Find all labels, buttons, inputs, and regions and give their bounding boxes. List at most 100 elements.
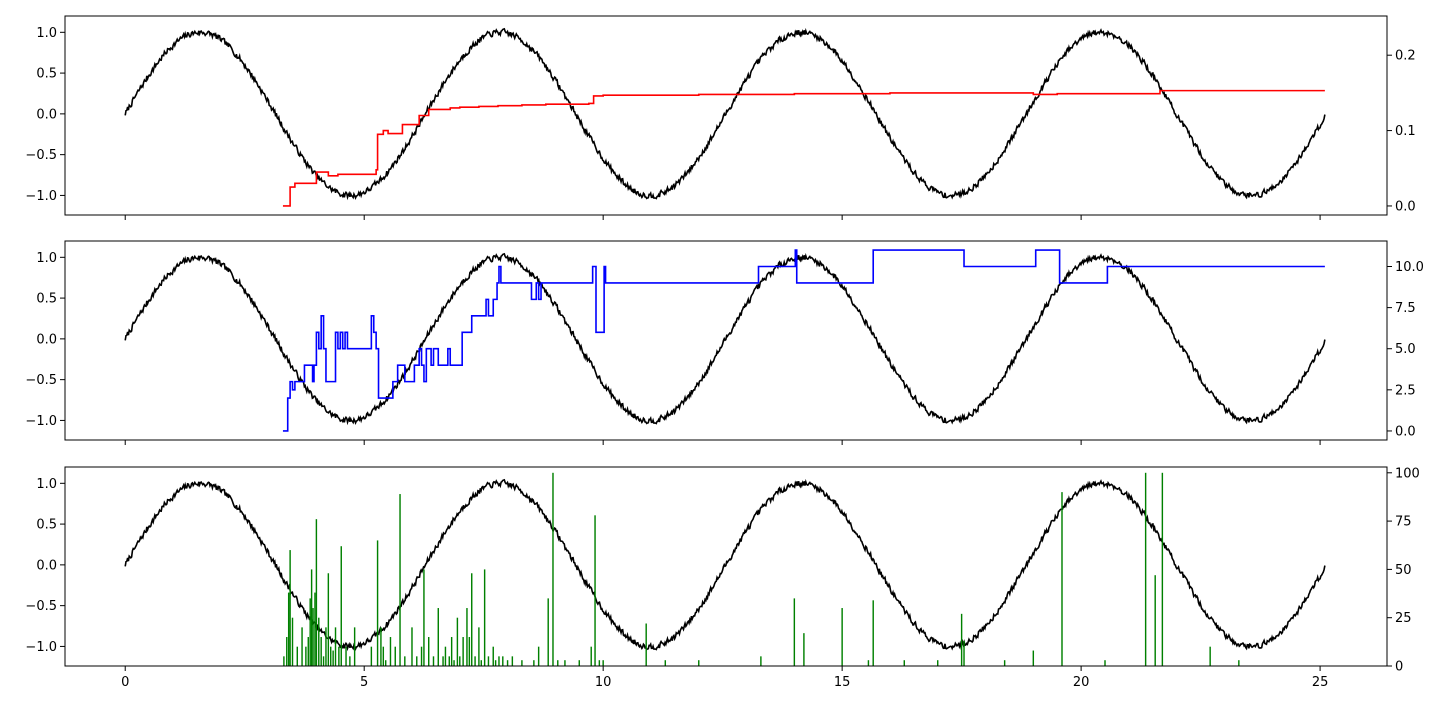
y-tick-label: −1.0 xyxy=(25,640,57,655)
y-tick-label: 0.0 xyxy=(36,332,57,347)
y2-tick-label: 100 xyxy=(1395,466,1420,481)
bar-72 xyxy=(578,660,580,666)
bar-16 xyxy=(322,656,325,666)
x-tick-label: 25 xyxy=(1312,675,1329,690)
plot-area xyxy=(124,27,1326,207)
bar-81 xyxy=(793,598,796,666)
bar-6 xyxy=(301,627,303,666)
bar-34 xyxy=(399,494,401,666)
bar-51 xyxy=(466,608,468,666)
y-tick-label: −0.5 xyxy=(25,373,57,388)
y-tick-label: 1.0 xyxy=(36,477,57,492)
bar-97 xyxy=(1209,646,1211,666)
x-tick-label: 10 xyxy=(595,675,612,690)
sine-signal-line xyxy=(124,252,1326,426)
y-tick-label: 0.5 xyxy=(36,67,57,82)
bar-45 xyxy=(448,656,450,666)
bar-44 xyxy=(444,646,447,666)
bar-41 xyxy=(432,656,435,666)
plot-area xyxy=(124,472,1326,666)
bar-28 xyxy=(376,540,379,666)
bar-0 xyxy=(283,656,285,666)
bar-30 xyxy=(382,646,385,666)
bar-91 xyxy=(1032,650,1035,666)
y-tick-label: 0.5 xyxy=(36,292,57,307)
bar-86 xyxy=(903,660,905,666)
bar-37 xyxy=(416,656,418,666)
y2-tick-label: 10.0 xyxy=(1395,260,1424,275)
y-tick-label: 1.0 xyxy=(36,26,57,41)
x-tick-label: 0 xyxy=(121,675,129,690)
bar-14 xyxy=(318,617,320,666)
panel-top: −1.0 −0.5 0.0 0.5 1.0 0.0 0.1 0.2 xyxy=(25,15,1416,220)
y-tick-label: 1.0 xyxy=(36,251,57,266)
bar-76 xyxy=(602,660,604,666)
bar-93 xyxy=(1104,660,1106,666)
bar-10 xyxy=(310,569,313,666)
bar-59 xyxy=(492,646,494,666)
step-series-line xyxy=(282,89,1325,207)
y2-tick-label: 5.0 xyxy=(1395,342,1416,357)
bar-69 xyxy=(552,472,554,666)
bar-25 xyxy=(349,656,351,666)
bar-24 xyxy=(345,646,347,666)
bar-5 xyxy=(296,646,298,666)
bar-83 xyxy=(841,608,843,666)
panel-middle: −1.0 −0.5 0.0 0.5 1.0 0.0 2.5 5.0 7.5 10.0 xyxy=(25,240,1424,445)
bar-63 xyxy=(506,660,509,666)
bar-26 xyxy=(353,627,356,666)
bar-42 xyxy=(437,608,439,666)
bar-33 xyxy=(394,646,396,666)
bar-35 xyxy=(404,656,406,666)
y2-tick-label: 75 xyxy=(1395,515,1412,530)
bar-19 xyxy=(330,646,332,666)
y-tick-label: −0.5 xyxy=(25,599,57,614)
bar-29 xyxy=(380,627,382,666)
bar-84 xyxy=(867,660,870,666)
bar-7 xyxy=(305,646,307,666)
bar-11 xyxy=(312,608,314,666)
bar-64 xyxy=(511,656,514,666)
y2-tick-label: 0.2 xyxy=(1395,49,1416,64)
bar-66 xyxy=(533,660,535,666)
y2-tick-label: 25 xyxy=(1395,611,1412,626)
y-tick-label: −1.0 xyxy=(25,414,57,429)
bar-38 xyxy=(420,646,423,666)
bar-55 xyxy=(478,627,480,666)
bar-62 xyxy=(502,656,504,666)
y-tick-label: 0.5 xyxy=(36,518,57,533)
x-tick-label: 20 xyxy=(1073,675,1090,690)
bar-56 xyxy=(480,660,482,666)
bar-57 xyxy=(483,569,486,666)
bar-50 xyxy=(462,637,464,666)
bar-9 xyxy=(309,598,311,666)
axes-frame xyxy=(64,240,1388,441)
bar-65 xyxy=(521,660,523,666)
axes-frame xyxy=(64,466,1388,667)
bar-2 xyxy=(287,592,290,666)
bar-96 xyxy=(1161,472,1164,666)
bar-89 xyxy=(963,640,965,666)
bar-85 xyxy=(872,600,874,666)
bar-94 xyxy=(1144,472,1147,666)
y-tick-label: 0.0 xyxy=(36,558,57,573)
bar-27 xyxy=(370,646,373,666)
y-tick-label: 0.0 xyxy=(36,107,57,122)
bar-13 xyxy=(315,519,318,666)
bar-31 xyxy=(384,660,387,666)
bar-3 xyxy=(289,550,291,666)
y2-tick-label: 0.0 xyxy=(1395,199,1416,214)
bar-87 xyxy=(937,660,939,666)
bar-46 xyxy=(450,637,453,666)
bar-92 xyxy=(1061,492,1063,666)
bar-75 xyxy=(598,660,601,666)
bar-79 xyxy=(698,660,700,666)
y2-tick-label: 0.1 xyxy=(1395,124,1416,139)
bar-58 xyxy=(487,656,490,666)
bar-4 xyxy=(291,617,294,666)
bar-39 xyxy=(423,569,425,666)
bar-17 xyxy=(325,627,327,666)
bar-73 xyxy=(590,646,592,666)
y2-tick-label: 0 xyxy=(1395,660,1403,675)
y2-tick-label: 2.5 xyxy=(1395,383,1416,398)
